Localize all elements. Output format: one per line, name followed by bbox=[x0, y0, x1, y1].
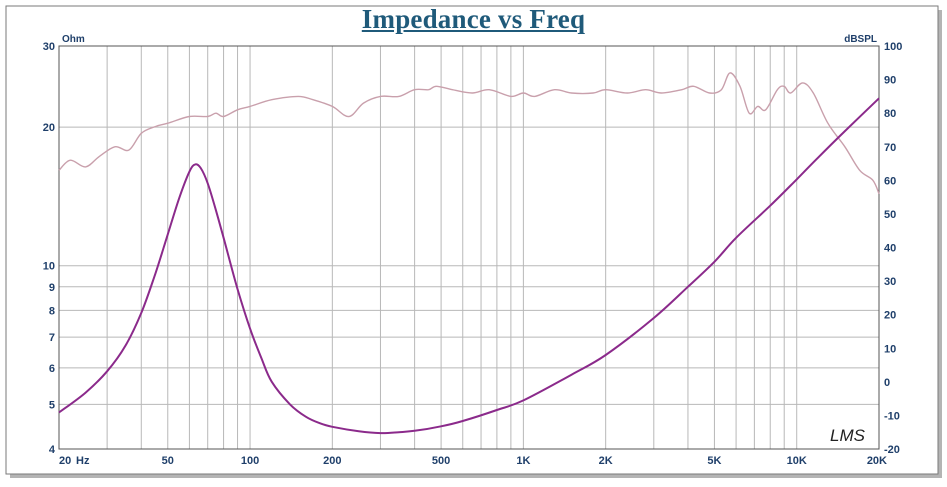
y-right-tick-label: -20 bbox=[884, 444, 900, 456]
y-left-tick-label: 6 bbox=[49, 363, 55, 375]
y-right-tick-label: -10 bbox=[884, 410, 900, 422]
y-right-unit: dBSPL bbox=[844, 34, 877, 45]
x-tick-label: 100 bbox=[241, 455, 259, 467]
y-right-tick-label: 60 bbox=[884, 175, 896, 187]
frame bbox=[5, 5, 939, 475]
y-left-tick-label: 5 bbox=[49, 399, 55, 411]
x-tick-label: 10K bbox=[787, 455, 807, 467]
x-tick-label: 20 bbox=[59, 455, 71, 467]
y-right-tick-label: 20 bbox=[884, 310, 896, 322]
x-tick-label: 50 bbox=[162, 455, 174, 467]
x-tick-label: 500 bbox=[432, 455, 450, 467]
y-left-tick-label: 4 bbox=[49, 444, 56, 456]
y-right-tick-label: 40 bbox=[884, 243, 896, 255]
y-right-tick-label: 70 bbox=[884, 142, 896, 154]
y-right-tick-label: 30 bbox=[884, 276, 896, 288]
y-left-tick-label: 9 bbox=[49, 282, 55, 294]
impedance-series-line bbox=[58, 97, 880, 435]
x-unit-label: Hz bbox=[76, 455, 90, 467]
x-tick-label: 1K bbox=[516, 455, 530, 467]
y-right-tick-label: 90 bbox=[884, 75, 896, 87]
x-tick-label: 200 bbox=[323, 455, 341, 467]
y-right-tick-label: 0 bbox=[884, 377, 890, 389]
y-right-tick-label: 100 bbox=[884, 41, 902, 53]
x-tick-label: 20K bbox=[867, 455, 887, 467]
y-left-tick-label: 7 bbox=[49, 332, 55, 344]
y-left-tick-label: 30 bbox=[43, 41, 55, 53]
x-tick-label: 5K bbox=[707, 455, 721, 467]
plot-area bbox=[58, 45, 880, 450]
spl-series-line bbox=[58, 72, 880, 195]
y-right-tick-label: 10 bbox=[884, 343, 896, 355]
chart-title: Impedance vs Freq bbox=[361, 4, 586, 34]
y-left-unit: Ohm bbox=[62, 34, 85, 45]
y-left-tick-label: 10 bbox=[43, 261, 55, 273]
lms-watermark: LMS bbox=[830, 426, 866, 445]
y-right-tick-label: 50 bbox=[884, 209, 896, 221]
grid bbox=[58, 45, 880, 450]
x-tick-label: 2K bbox=[599, 455, 613, 467]
y-left-tick-label: 20 bbox=[43, 122, 55, 134]
y-left-tick-label: 8 bbox=[49, 305, 55, 317]
y-right-tick-label: 80 bbox=[884, 108, 896, 120]
